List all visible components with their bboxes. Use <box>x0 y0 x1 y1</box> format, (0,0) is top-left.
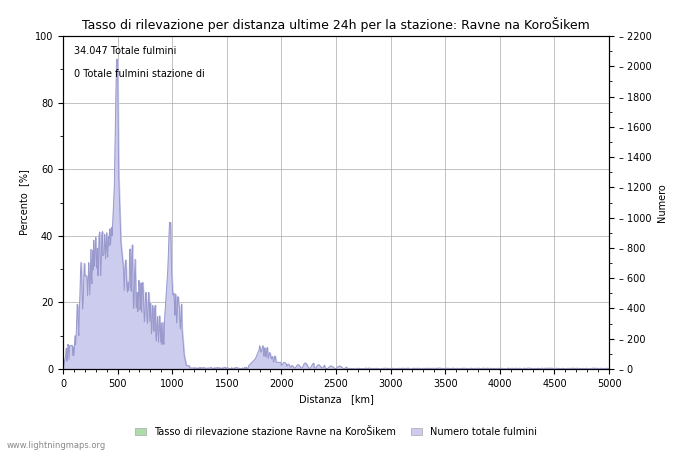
Y-axis label: Numero: Numero <box>657 183 667 222</box>
Text: www.lightningmaps.org: www.lightningmaps.org <box>7 441 106 450</box>
Text: 0 Totale fulmini stazione di: 0 Totale fulmini stazione di <box>74 69 204 79</box>
Title: Tasso di rilevazione per distanza ultime 24h per la stazione: Ravne na KoroŠikem: Tasso di rilevazione per distanza ultime… <box>82 17 590 32</box>
Text: 34.047 Totale fulmini: 34.047 Totale fulmini <box>74 46 176 56</box>
X-axis label: Distanza   [km]: Distanza [km] <box>299 394 373 404</box>
Legend: Tasso di rilevazione stazione Ravne na KoroŠikem, Numero totale fulmini: Tasso di rilevazione stazione Ravne na K… <box>131 423 541 441</box>
Y-axis label: Percento  [%]: Percento [%] <box>20 170 29 235</box>
